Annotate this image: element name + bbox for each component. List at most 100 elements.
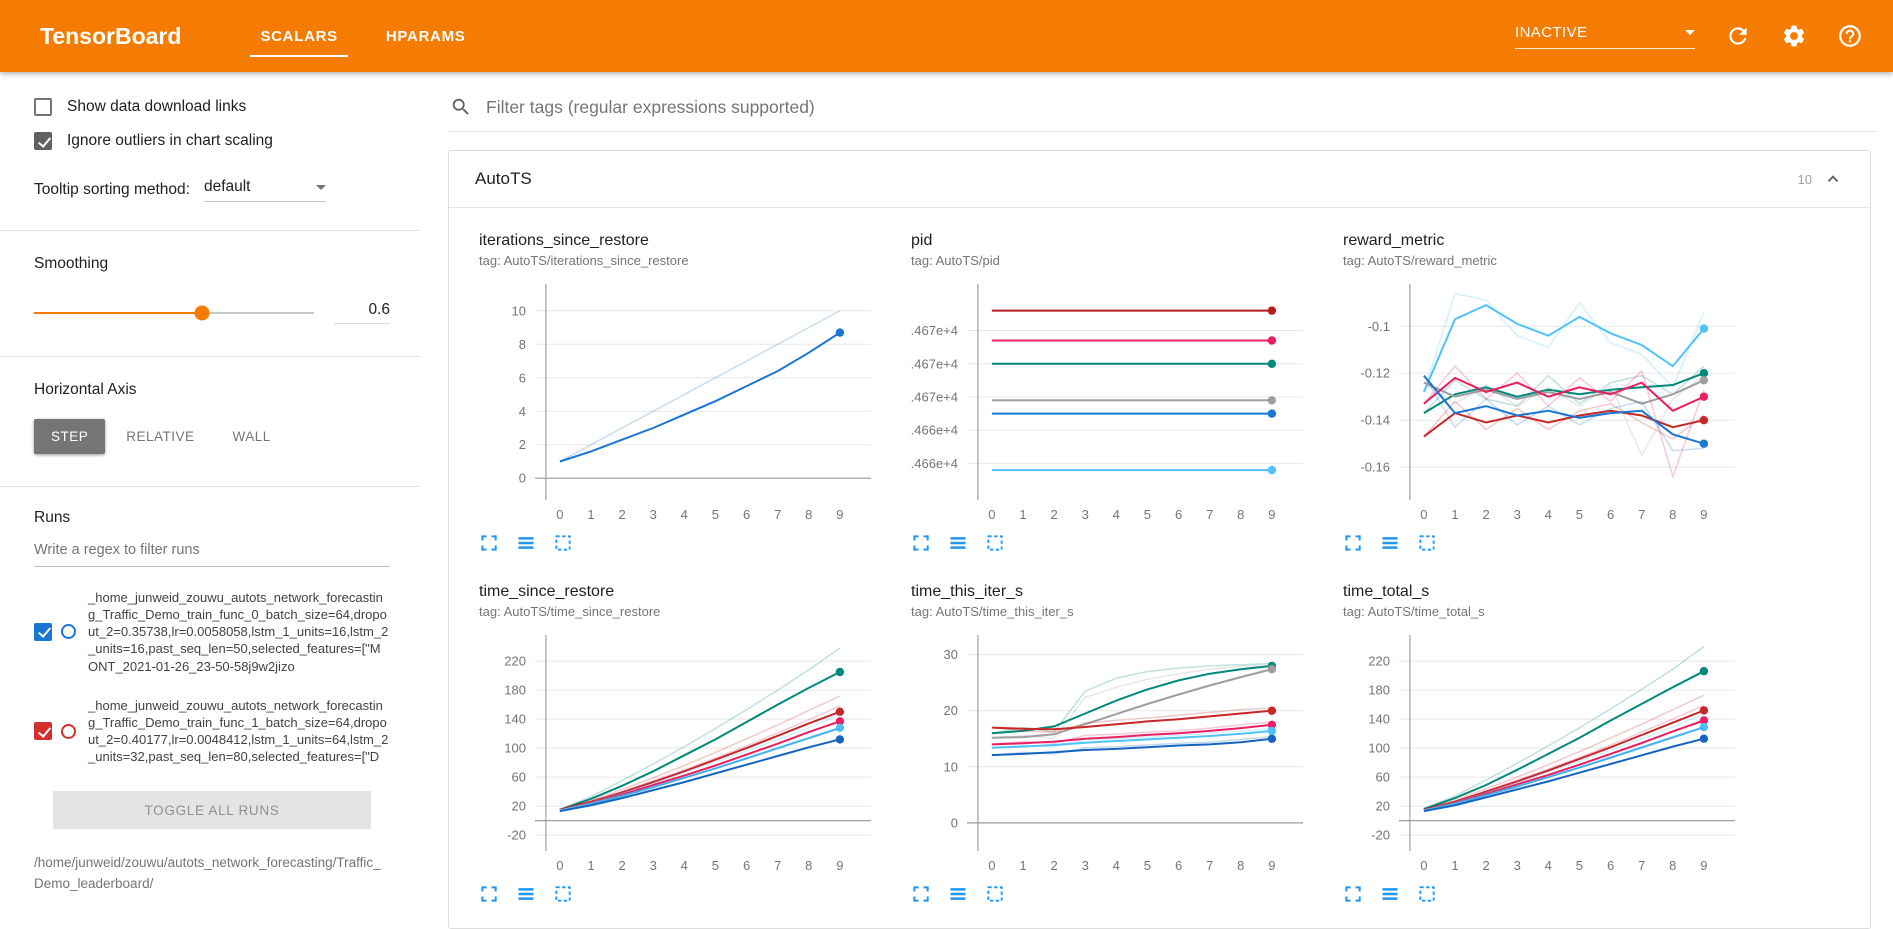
sidebar-divider: [0, 356, 420, 357]
svg-text:4: 4: [1545, 507, 1552, 522]
tag-filter-input[interactable]: [486, 96, 1871, 118]
tooltip-sorting-select[interactable]: default: [203, 178, 326, 202]
tooltip-sorting-value: default: [203, 178, 251, 195]
fit-domain-icon[interactable]: [553, 533, 573, 553]
svg-text:1: 1: [587, 858, 594, 873]
ignore-outliers-checkbox[interactable]: Ignore outliers in chart scaling: [34, 132, 394, 150]
expand-chart-icon[interactable]: [911, 533, 931, 553]
svg-text:-0.12: -0.12: [1360, 366, 1390, 381]
chevron-down-icon: [315, 184, 326, 190]
autots-section-card: AutoTS 10 iterations_since_restore tag: …: [448, 150, 1871, 929]
tooltip-sorting-label: Tooltip sorting method:: [34, 181, 190, 198]
fit-domain-icon[interactable]: [985, 884, 1005, 904]
expand-chart-icon[interactable]: [479, 884, 499, 904]
smoothing-slider[interactable]: [34, 305, 314, 320]
axis-wall-button[interactable]: WALL: [232, 429, 271, 444]
svg-text:6: 6: [1175, 858, 1182, 873]
scalar-line-chart[interactable]: -0.1 -0.12 -0.14 -0.16 0 1 2 3 4 5 6 7 8 9: [1343, 276, 1747, 526]
svg-text:8: 8: [1669, 858, 1676, 873]
scalar-line-chart[interactable]: -20 20 60 100 140 180 220 0 1 2 3 4 5 6 7 8 9: [479, 627, 883, 877]
fit-domain-icon[interactable]: [1417, 884, 1437, 904]
topbar-actions: INACTIVE: [1515, 23, 1863, 49]
scalar-line-chart[interactable]: 2.467e+4 2.467e+4 2.467e+4 2.466e+4 2.466e+4…: [911, 276, 1315, 526]
svg-text:20: 20: [512, 799, 526, 814]
svg-text:6: 6: [1607, 507, 1614, 522]
checkbox-label: Show data download links: [67, 98, 247, 115]
svg-text:3: 3: [1082, 507, 1089, 522]
run-list-item[interactable]: _home_junweid_zouwu_autots_network_forec…: [34, 589, 390, 675]
settings-gear-icon[interactable]: [1781, 23, 1807, 49]
fit-domain-icon[interactable]: [553, 884, 573, 904]
runs-menu-icon[interactable]: [1380, 884, 1400, 904]
expand-chart-icon[interactable]: [479, 533, 499, 553]
checkbox-icon: [34, 98, 52, 116]
expand-chart-icon[interactable]: [1343, 884, 1363, 904]
fit-domain-icon[interactable]: [1417, 533, 1437, 553]
tab-scalars[interactable]: SCALARS: [236, 0, 361, 72]
chart-title: reward_metric: [1343, 232, 1445, 249]
svg-text:9: 9: [836, 858, 843, 873]
svg-text:6: 6: [743, 858, 750, 873]
svg-text:1: 1: [1019, 858, 1026, 873]
svg-text:7: 7: [774, 507, 781, 522]
runs-filter-input[interactable]: [34, 533, 390, 567]
axis-step-button[interactable]: STEP: [34, 419, 106, 454]
runs-menu-icon[interactable]: [948, 884, 968, 904]
svg-text:2: 2: [1482, 507, 1489, 522]
scalar-line-chart[interactable]: 0 10 20 30 0 1 2 3 4 5 6 7 8 9: [911, 627, 1315, 877]
scalar-line-chart[interactable]: 0 2 4 6 8 10 0 1 2 3 4 5 6 7 8 9: [479, 276, 883, 526]
svg-text:2: 2: [618, 507, 625, 522]
svg-text:8: 8: [1237, 507, 1244, 522]
run-name: _home_junweid_zouwu_autots_network_forec…: [88, 697, 389, 765]
chart-card: time_since_restore tag: AutoTS/time_sinc…: [479, 583, 883, 904]
svg-text:3: 3: [650, 858, 657, 873]
svg-text:5: 5: [712, 858, 719, 873]
svg-text:0: 0: [1420, 507, 1427, 522]
expand-chart-icon[interactable]: [1343, 533, 1363, 553]
runs-menu-icon[interactable]: [1380, 533, 1400, 553]
svg-text:-0.14: -0.14: [1360, 413, 1390, 428]
help-icon[interactable]: [1837, 23, 1863, 49]
fit-domain-icon[interactable]: [985, 533, 1005, 553]
tab-hparams[interactable]: HPARAMS: [385, 27, 466, 45]
expand-chart-icon[interactable]: [911, 884, 931, 904]
runs-menu-icon[interactable]: [948, 533, 968, 553]
run-solo-radio[interactable]: [61, 624, 76, 640]
toggle-all-runs-button[interactable]: TOGGLE ALL RUNS: [53, 791, 371, 830]
runs-menu-icon[interactable]: [516, 533, 536, 553]
svg-text:6: 6: [1607, 858, 1614, 873]
svg-text:8: 8: [1669, 507, 1676, 522]
slider-thumb[interactable]: [194, 305, 210, 320]
run-visibility-checkbox[interactable]: [34, 722, 52, 741]
svg-text:140: 140: [1368, 712, 1390, 727]
svg-text:7: 7: [1206, 507, 1213, 522]
checkbox-label: Ignore outliers in chart scaling: [67, 132, 273, 149]
svg-text:3: 3: [1082, 858, 1089, 873]
svg-text:140: 140: [504, 712, 526, 727]
svg-text:-0.1: -0.1: [1368, 319, 1390, 334]
main-tabs: SCALARS HPARAMS: [236, 0, 489, 72]
svg-text:8: 8: [519, 337, 526, 352]
run-visibility-checkbox[interactable]: [34, 622, 52, 641]
show-download-links-checkbox[interactable]: Show data download links: [34, 98, 394, 116]
run-solo-radio[interactable]: [61, 723, 76, 739]
svg-text:5: 5: [712, 507, 719, 522]
chart-card: time_total_s tag: AutoTS/time_total_s -2…: [1343, 583, 1747, 904]
svg-text:8: 8: [805, 858, 812, 873]
runs-menu-icon[interactable]: [516, 884, 536, 904]
data-status-select[interactable]: INACTIVE: [1515, 24, 1695, 49]
section-header[interactable]: AutoTS 10: [449, 151, 1870, 208]
smoothing-value-input[interactable]: 0.6: [334, 301, 390, 324]
tag-filter-bar: [448, 86, 1877, 132]
svg-text:20: 20: [1376, 799, 1390, 814]
scalar-line-chart[interactable]: -20 20 60 100 140 180 220 0 1 2 3 4 5 6 7 8 9: [1343, 627, 1747, 877]
svg-text:3: 3: [1514, 858, 1521, 873]
run-list-item[interactable]: _home_junweid_zouwu_autots_network_forec…: [34, 697, 390, 766]
svg-text:6: 6: [519, 370, 526, 385]
collapse-section-icon[interactable]: [1822, 168, 1844, 190]
refresh-icon[interactable]: [1725, 23, 1751, 49]
svg-text:180: 180: [504, 683, 526, 698]
axis-relative-button[interactable]: RELATIVE: [126, 429, 195, 444]
svg-text:180: 180: [1368, 683, 1390, 698]
svg-text:3: 3: [650, 507, 657, 522]
